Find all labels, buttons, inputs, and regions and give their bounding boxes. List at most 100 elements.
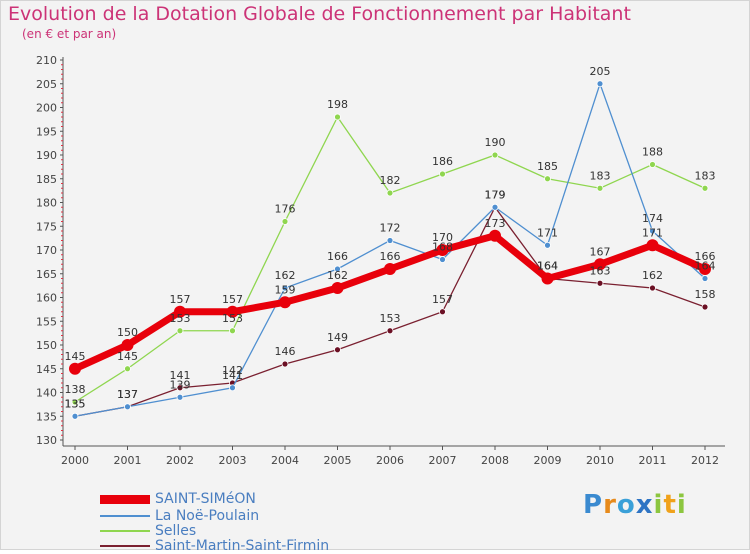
data-point [541, 272, 554, 285]
y-minor-tick [61, 121, 63, 123]
data-point [124, 403, 131, 411]
x-tick-label: 2011 [639, 454, 667, 467]
data-point [69, 362, 81, 375]
x-tick-label: 2001 [114, 454, 142, 467]
data-label: 137 [117, 388, 138, 401]
data-point [386, 327, 394, 335]
y-tick-label: 180 [36, 197, 57, 210]
x-tick-label: 2008 [481, 454, 509, 467]
data-point [699, 263, 711, 275]
y-minor-tick [61, 240, 63, 241]
y-minor-tick [61, 430, 63, 431]
y-minor-tick [61, 354, 63, 355]
data-label: 176 [275, 203, 296, 216]
data-point [439, 170, 446, 178]
data-point [594, 258, 606, 271]
data-point [649, 161, 656, 168]
data-label: 188 [642, 146, 663, 159]
data-label: 164 [537, 260, 558, 273]
x-tick-label: 2000 [61, 454, 89, 467]
x-tick-label: 2005 [324, 454, 352, 467]
y-minor-tick [61, 159, 63, 161]
y-tick-label: 165 [36, 268, 57, 281]
data-point [71, 398, 79, 406]
y-minor-tick [61, 145, 63, 146]
data-label: 149 [327, 331, 348, 344]
y-tick-label: 185 [36, 173, 57, 186]
y-minor-tick [61, 358, 63, 360]
y-minor-tick [61, 183, 63, 184]
y-minor-tick [61, 287, 63, 289]
y-minor-tick [61, 330, 63, 332]
y-minor-tick [61, 73, 63, 75]
logo-letter: i [653, 490, 664, 520]
data-point [701, 275, 709, 282]
y-minor-tick [61, 187, 63, 189]
y-minor-tick [61, 206, 63, 208]
y-minor-tick [61, 263, 63, 265]
x-tick-label: 2004 [271, 454, 299, 467]
data-label: 159 [275, 283, 296, 296]
y-minor-tick [61, 230, 63, 232]
data-label: 182 [380, 174, 401, 187]
data-point [649, 227, 656, 235]
y-minor-tick [61, 301, 63, 303]
data-point [489, 229, 501, 242]
data-point [491, 203, 499, 211]
y-minor-tick [61, 259, 63, 260]
y-tick-label: 200 [36, 102, 57, 115]
data-point [121, 339, 134, 351]
data-label: 183 [590, 169, 611, 182]
data-label: 135 [65, 397, 86, 410]
data-label: 167 [590, 245, 611, 258]
logo-letter: P [583, 490, 604, 520]
proxiti-logo: Proxiti [583, 490, 687, 520]
y-tick-label: 195 [36, 125, 57, 138]
logo-letter: x [635, 490, 654, 520]
data-label: 157 [222, 293, 243, 306]
x-tick-label: 2006 [376, 454, 404, 467]
y-tick-label: 160 [36, 292, 57, 305]
y-tick-label: 135 [36, 410, 57, 423]
data-label: 141 [222, 369, 243, 382]
y-minor-tick [61, 282, 63, 284]
y-minor-tick [61, 116, 63, 118]
y-tick-label: 145 [36, 363, 57, 376]
data-point [544, 175, 551, 183]
data-point [229, 384, 236, 392]
data-point [174, 305, 186, 318]
x-tick-label: 2009 [534, 454, 562, 467]
data-point [176, 384, 184, 392]
data-label: 172 [380, 222, 401, 235]
data-label: 145 [117, 350, 138, 363]
y-minor-tick [61, 211, 63, 213]
y-minor-tick [61, 173, 63, 175]
data-label: 162 [327, 269, 348, 282]
data-point [71, 412, 79, 420]
logo-letter: r [603, 490, 617, 520]
legend-swatch [100, 530, 150, 532]
y-minor-tick [61, 434, 63, 436]
y-minor-tick [61, 373, 63, 374]
x-tick-label: 2010 [586, 454, 614, 467]
data-label: 198 [327, 98, 348, 111]
y-minor-tick [61, 406, 63, 408]
data-label: 164 [695, 260, 716, 273]
data-label: 150 [117, 326, 138, 339]
data-label: 205 [590, 65, 611, 78]
data-label: 153 [380, 312, 401, 325]
data-label: 146 [275, 345, 296, 358]
data-label: 145 [65, 350, 86, 363]
data-label: 174 [642, 212, 663, 225]
data-label: 170 [432, 231, 453, 244]
y-minor-tick [61, 311, 63, 313]
data-label: 153 [222, 312, 243, 325]
data-label: 179 [485, 188, 506, 201]
y-minor-tick [61, 168, 63, 170]
data-point [331, 282, 344, 294]
data-point [281, 360, 289, 368]
data-point [386, 189, 394, 197]
data-label: 190 [485, 136, 506, 149]
x-tick-label: 2003 [219, 454, 247, 467]
